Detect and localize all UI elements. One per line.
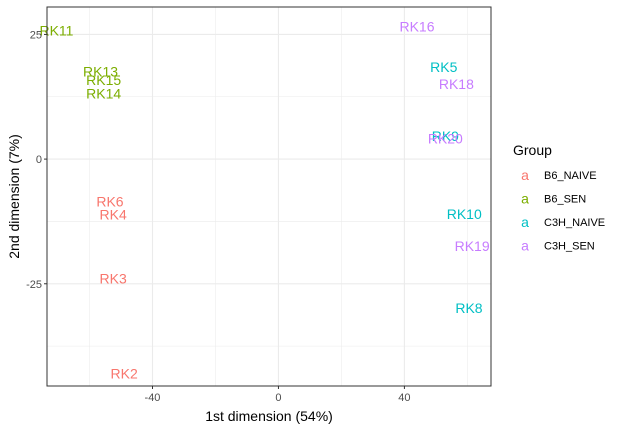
plot-panel (47, 7, 491, 386)
point-label-rk3: RK3 (100, 270, 127, 286)
legend-entry-c3h-sen: C3H_SEN (544, 241, 595, 253)
legend-title: Group (513, 142, 552, 158)
grid-major (47, 7, 491, 386)
point-label-rk4: RK4 (100, 206, 127, 222)
x-tick-label: -40 (145, 392, 161, 404)
grid-minor (47, 7, 491, 386)
point-label-rk18: RK18 (439, 76, 474, 92)
x-tick-label: 0 (275, 392, 281, 404)
point-label-rk11: RK11 (39, 22, 73, 38)
x-axis: -40 0 40 (145, 386, 411, 404)
point-label-rk6: RK6 (96, 193, 123, 209)
point-label-rk16: RK16 (399, 18, 434, 34)
x-tick-label: 40 (398, 392, 410, 404)
point-label-rk20: RK20 (428, 131, 463, 147)
point-label-rk8: RK8 (455, 300, 482, 316)
legend-entry-b6-sen: B6_SEN (544, 194, 586, 206)
point-label-rk15: RK15 (86, 72, 121, 88)
point-label-rk2: RK2 (111, 366, 138, 382)
legend-key: a (521, 167, 529, 183)
point-label-rk10: RK10 (447, 206, 482, 222)
legend-entry-b6-naive: B6_NAIVE (544, 170, 597, 182)
legend-key: a (521, 214, 529, 230)
point-label-rk9: RK9 (432, 128, 459, 144)
y-tick-label: 0 (36, 154, 42, 166)
y-axis-title: 2nd dimension (7%) (6, 134, 22, 259)
y-axis: -25 0 25 (26, 29, 47, 291)
point-label-rk5: RK5 (430, 59, 457, 75)
x-axis-title: 1st dimension (54%) (205, 408, 333, 424)
point-label-rk13: RK13 (83, 63, 118, 79)
legend-entry-c3h-naive: C3H_NAIVE (544, 217, 605, 229)
point-label-rk19: RK19 (455, 238, 490, 254)
point-label-rk14: RK14 (86, 85, 121, 101)
y-tick-label: -25 (26, 279, 42, 291)
plot-border (46, 6, 492, 387)
legend-key: a (521, 238, 529, 254)
y-tick-label: 25 (30, 29, 42, 41)
legend-key: a (521, 191, 529, 207)
